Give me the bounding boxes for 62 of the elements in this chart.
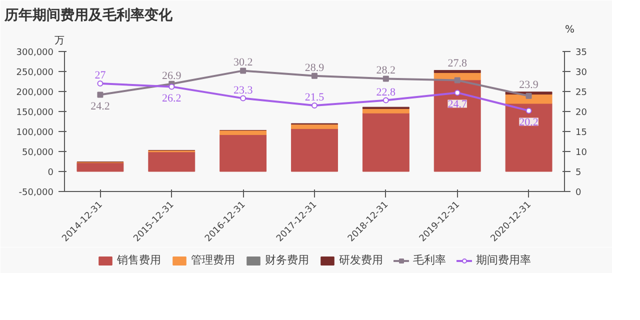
y2-axis-title: %	[565, 24, 575, 36]
point	[97, 80, 104, 86]
point	[240, 68, 246, 74]
y-tick-label: 300,000	[16, 48, 54, 58]
y2-tick-label: 25	[576, 88, 587, 98]
point	[454, 77, 460, 84]
data-label: 28.9	[304, 62, 325, 74]
y-tick-label: 200,000	[16, 88, 54, 98]
y2-tick-label: 20	[576, 108, 588, 118]
data-label: 28.2	[376, 64, 396, 77]
bar	[362, 112, 410, 172]
point	[526, 92, 532, 99]
legend-label: 研发费用	[339, 252, 383, 268]
bar	[434, 70, 481, 73]
point	[240, 95, 246, 102]
y-tick-label: 250,000	[16, 68, 54, 78]
y2-tick-label: 30	[576, 68, 588, 78]
bar	[362, 108, 410, 114]
legend-label: 财务费用	[265, 252, 309, 268]
bar	[434, 80, 481, 172]
y2-tick-label: 35	[576, 48, 587, 58]
data-label: 27	[94, 70, 106, 82]
bar	[76, 162, 124, 172]
bar	[148, 152, 196, 172]
data-label: 22.8	[376, 86, 396, 98]
y-tick-label: 150,000	[16, 108, 54, 118]
bar	[505, 103, 552, 172]
point	[454, 90, 460, 96]
legend-label: 期间费用率	[476, 252, 531, 268]
legend-label: 毛利率	[413, 252, 446, 268]
legend-label: 销售费用	[117, 252, 161, 268]
y-tick-label: 50,000	[22, 148, 54, 158]
data-label: 30.2	[233, 56, 253, 69]
point	[382, 97, 389, 104]
chart-title: 历年期间费用及毛利率变化	[4, 6, 174, 24]
data-label: 27.8	[448, 57, 468, 70]
y-tick-label: -50,000	[18, 188, 54, 198]
data-label: 26.2	[162, 92, 182, 105]
bar	[291, 124, 338, 129]
point	[382, 76, 389, 82]
data-label: 24.2	[90, 100, 110, 113]
bar	[220, 134, 267, 172]
legend-label: 管理费用	[191, 252, 235, 268]
data-label: 23.9	[519, 78, 539, 91]
bar	[220, 130, 267, 135]
bar	[291, 128, 338, 172]
y-tick-label: 100,000	[16, 128, 54, 138]
y2-tick-label: 0	[576, 188, 582, 198]
y2-tick-label: 5	[576, 168, 582, 178]
y-tick-label: 0	[48, 168, 54, 178]
bar	[505, 94, 552, 104]
data-label: 26.9	[162, 70, 182, 82]
point	[312, 102, 318, 108]
point	[526, 108, 532, 114]
point	[97, 92, 104, 98]
y-axis-title: 万	[54, 36, 64, 46]
point	[312, 72, 318, 79]
y2-tick-label: 10	[576, 148, 588, 158]
data-label: 21.5	[304, 92, 325, 104]
y2-tick-label: 15	[576, 128, 587, 138]
point	[168, 84, 175, 90]
data-label: 23.3	[233, 84, 254, 96]
